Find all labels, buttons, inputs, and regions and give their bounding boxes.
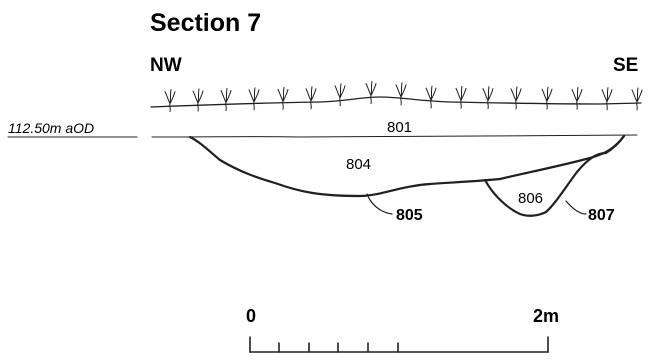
vegetation-tuft	[631, 87, 643, 111]
vegetation-tuft	[571, 86, 583, 110]
vegetation-tuft	[455, 85, 467, 109]
cut-805-label: 805	[396, 207, 423, 224]
orientation-nw-label: NW	[150, 55, 182, 76]
excavation-surface-line	[151, 134, 638, 138]
vegetation-tuft	[192, 88, 204, 112]
vegetation-tuft	[305, 86, 317, 110]
ground-surface-line	[150, 96, 642, 108]
cut-805-leader	[366, 193, 393, 215]
context-806-label: 806	[518, 190, 543, 207]
cut-807-label: 807	[588, 207, 615, 224]
context-801-label: 801	[387, 119, 412, 136]
orientation-se-label: SE	[613, 55, 638, 76]
datum-level-label: 112.50m aOD	[8, 120, 94, 136]
vegetation-tuft	[277, 86, 289, 110]
vegetation-tuft	[541, 86, 553, 110]
vegetation-tuft	[248, 87, 260, 111]
context-804-label: 804	[346, 156, 371, 173]
vegetation-tuft	[164, 89, 176, 113]
cut-805-outline	[188, 134, 626, 198]
cut-807-leader	[565, 200, 587, 215]
section-title: Section 7	[150, 9, 261, 37]
vegetation-tuft	[395, 82, 407, 106]
scale-bar-end-label: 2m	[533, 306, 559, 326]
vegetation-tuft	[601, 87, 613, 111]
scale-bar-start-label: 0	[246, 306, 256, 326]
vegetation-tuft	[334, 83, 346, 107]
vegetation-tuft	[220, 87, 232, 111]
scale-bar	[249, 336, 549, 353]
vegetation-symbols	[164, 81, 643, 113]
vegetation-tuft	[482, 86, 494, 110]
vegetation-tuft	[510, 86, 522, 110]
cut-807-outline	[483, 134, 626, 217]
vegetation-tuft	[425, 85, 437, 109]
vegetation-tuft	[365, 81, 377, 105]
